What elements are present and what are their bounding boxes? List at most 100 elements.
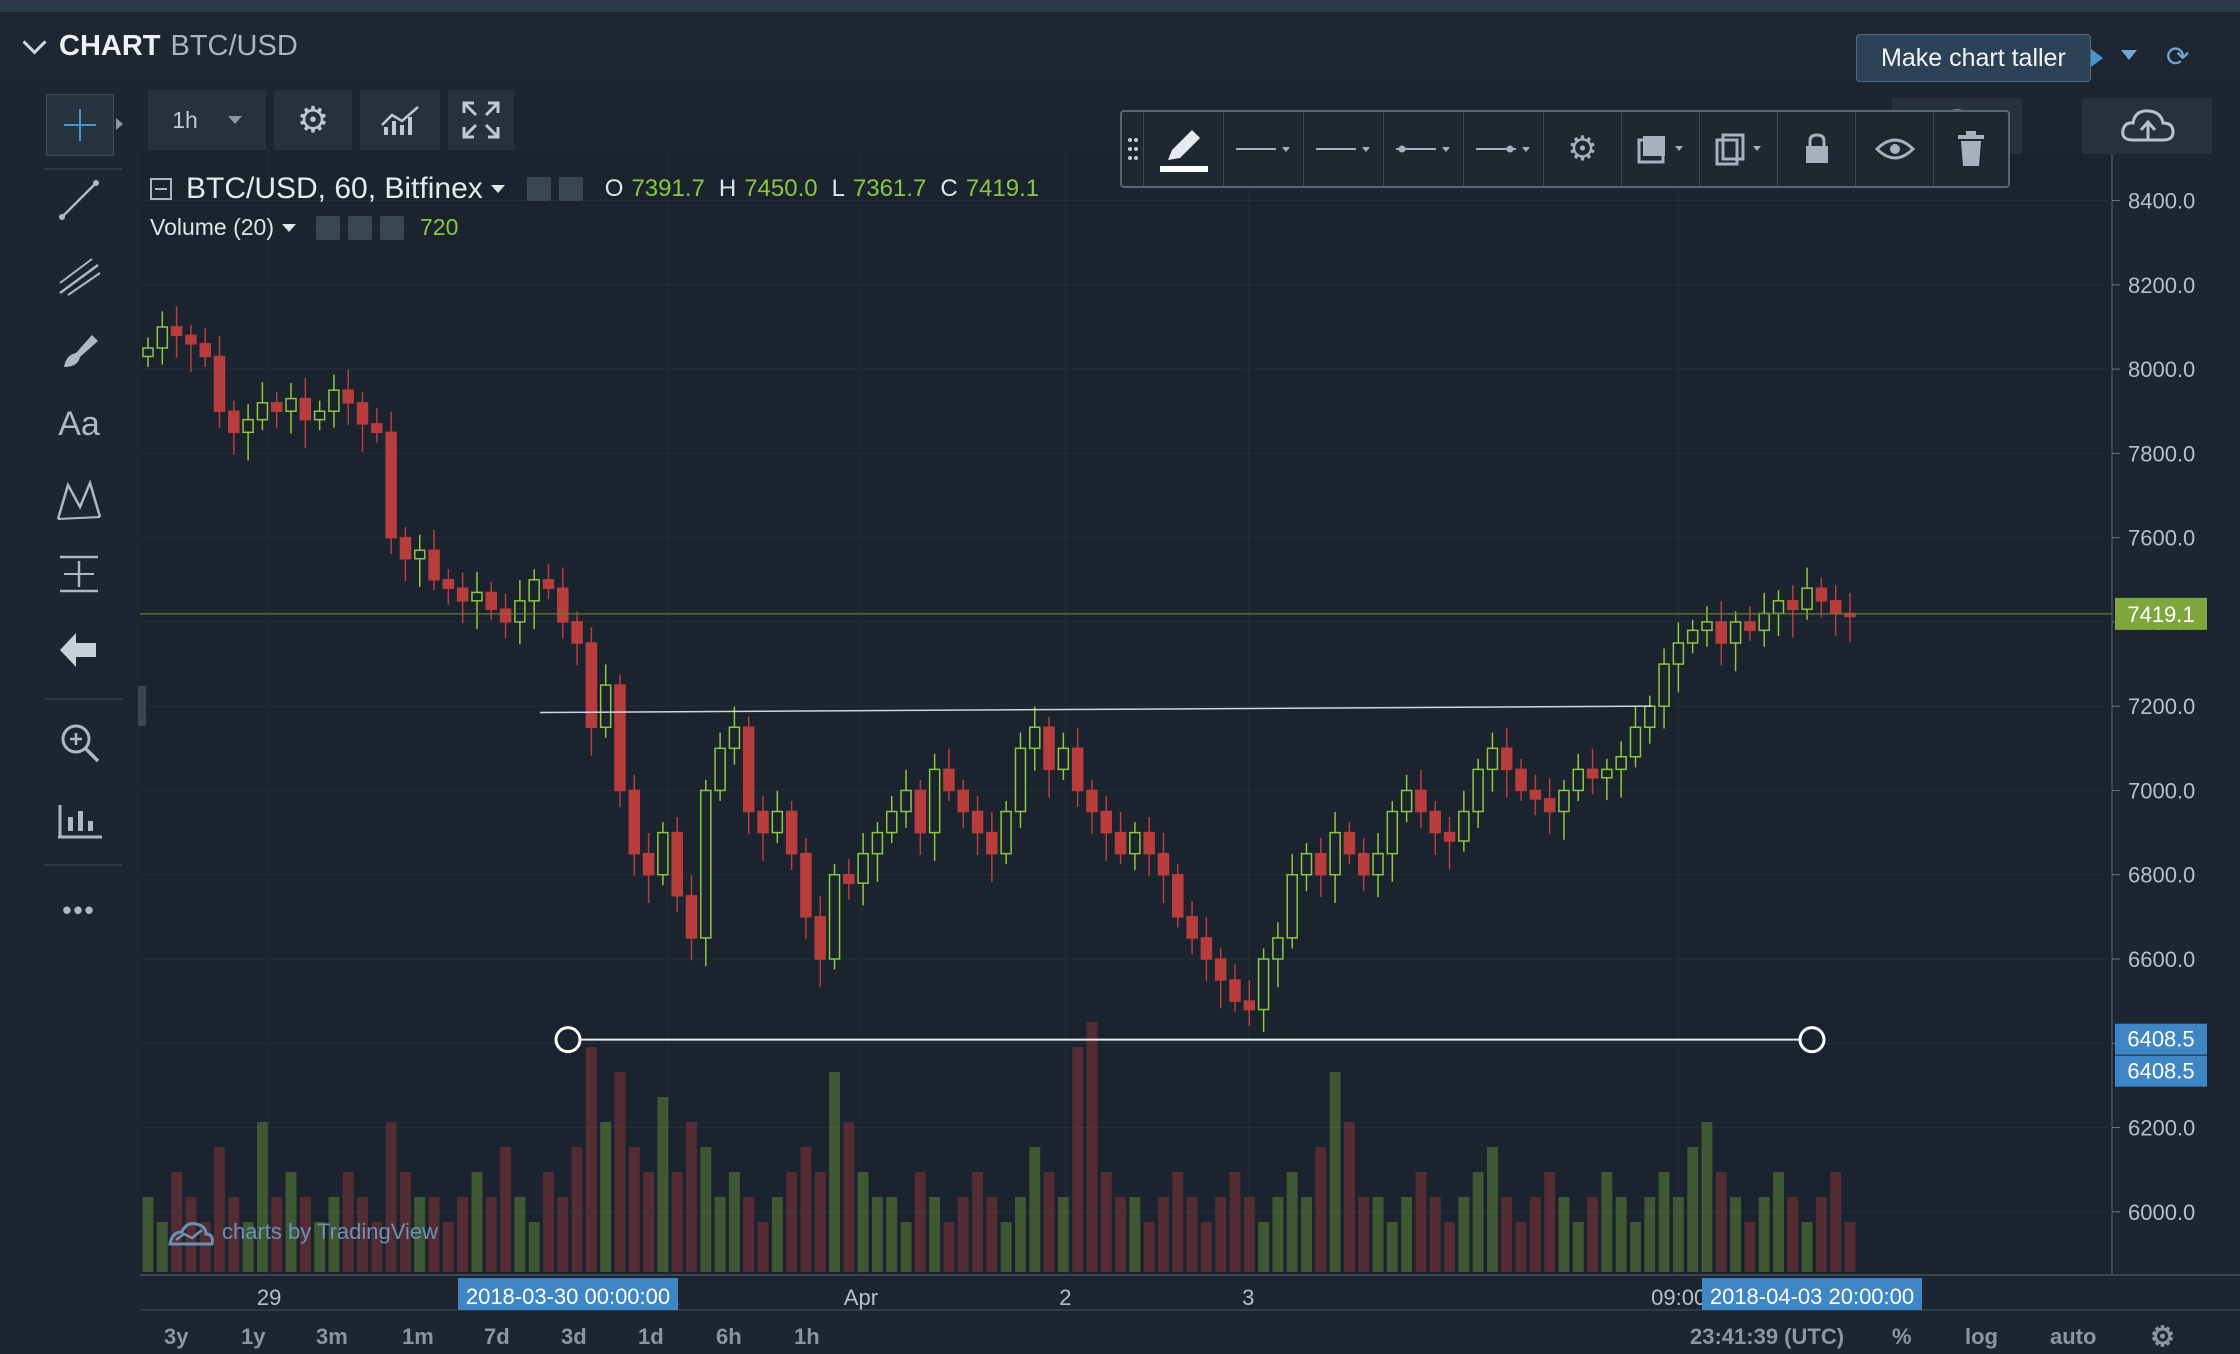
right-end-dropdown[interactable] — [1464, 112, 1544, 186]
candle-body — [542, 579, 555, 589]
range-1h[interactable]: 1h — [794, 1324, 820, 1349]
volume-bar — [1572, 1222, 1584, 1272]
candle-body — [1157, 852, 1170, 876]
candle-body — [499, 608, 512, 623]
close-value: 7419.1 — [965, 175, 1040, 202]
candle-body — [1186, 916, 1198, 939]
brush-icon[interactable] — [46, 320, 112, 380]
line-color-button[interactable] — [1144, 112, 1224, 186]
range-1m[interactable]: 1m — [402, 1324, 434, 1349]
volume-bar — [1844, 1222, 1856, 1272]
drawing-settings-icon[interactable]: ⚙ — [1544, 112, 1622, 186]
volume-bar — [1701, 1122, 1713, 1272]
utc-clock[interactable]: 23:41:39 (UTC) — [1690, 1324, 1845, 1349]
visual-order-dropdown[interactable] — [1622, 112, 1700, 186]
candle-body — [714, 747, 726, 792]
range-3d[interactable]: 3d — [561, 1324, 587, 1349]
candle-body — [599, 684, 612, 728]
measure-icon[interactable] — [46, 544, 112, 604]
candle-body — [199, 343, 211, 358]
line-width-dropdown[interactable] — [1224, 112, 1304, 186]
ruler-icon[interactable] — [46, 790, 112, 850]
candle-body — [1644, 705, 1656, 728]
volume-bar — [1115, 1197, 1127, 1272]
volume-bar — [256, 1122, 268, 1272]
zoom-icon[interactable] — [46, 712, 112, 772]
volume-bar — [1243, 1197, 1255, 1272]
range-3m[interactable]: 3m — [316, 1324, 348, 1349]
range-3y[interactable]: 3y — [164, 1324, 189, 1349]
cloud-upload-button[interactable] — [2082, 98, 2212, 154]
panel-menu-caret-icon[interactable] — [2121, 50, 2137, 60]
gear-icon: ⚙ — [296, 99, 330, 140]
pattern-icon[interactable] — [46, 470, 112, 530]
y-tick-label: 8400.0 — [2128, 189, 2195, 214]
volume-bar — [1258, 1222, 1270, 1272]
log-toggle[interactable]: log — [1965, 1324, 1998, 1349]
series-title[interactable]: BTC/USD, 60, Bitfinex — [186, 172, 483, 205]
series-menu-caret-icon[interactable] — [490, 185, 505, 193]
volume-bar — [1601, 1172, 1613, 1272]
volume-settings-icon[interactable] — [348, 215, 373, 240]
candle-body — [785, 810, 798, 855]
trend-line-icon[interactable] — [46, 170, 112, 230]
candle-body — [213, 355, 226, 412]
refresh-icon[interactable]: ⟳ — [2166, 41, 2190, 72]
collapse-legend-icon[interactable] — [150, 178, 172, 200]
chart-settings-gear-icon[interactable]: ⚙ — [2150, 1321, 2176, 1352]
range-6h[interactable]: 6h — [716, 1324, 742, 1349]
candle-body — [900, 789, 912, 813]
crosshair-icon[interactable] — [46, 94, 114, 156]
series-visibility-icon[interactable] — [526, 177, 551, 201]
volume-bar — [1043, 1172, 1055, 1272]
volume-bar — [1787, 1197, 1799, 1272]
volume-bar — [1501, 1197, 1513, 1272]
collapse-chevron-icon[interactable] — [22, 30, 47, 55]
volume-bar — [400, 1172, 411, 1272]
candle-body — [885, 810, 898, 834]
candle-body — [1243, 1000, 1256, 1011]
volume-bar — [1815, 1197, 1827, 1272]
tradingview-watermark[interactable]: charts by TradingView — [168, 1218, 438, 1246]
pitchfork-icon[interactable] — [46, 244, 112, 304]
volume-title[interactable]: Volume (20) — [150, 214, 275, 240]
range-1d[interactable]: 1d — [638, 1324, 664, 1349]
series-settings-icon[interactable] — [558, 177, 583, 201]
volume-bar — [371, 1222, 383, 1272]
volume-bar — [671, 1172, 683, 1272]
fullscreen-button[interactable] — [448, 90, 514, 150]
low-value: 7361.7 — [852, 175, 927, 202]
indicators-button[interactable] — [360, 90, 440, 150]
volume-remove-icon[interactable] — [380, 215, 405, 240]
left-end-dropdown[interactable] — [1384, 112, 1464, 186]
panel-title[interactable]: CHART BTC/USD — [22, 30, 298, 63]
cloud-upload-icon — [2121, 109, 2175, 142]
volume-bar — [1758, 1197, 1770, 1272]
settings-button[interactable]: ⚙ — [274, 90, 352, 150]
trash-icon[interactable] — [1934, 112, 2008, 186]
x-tick-label: Apr — [844, 1285, 878, 1310]
volume-bar — [686, 1122, 697, 1272]
volume-menu-caret-icon[interactable] — [282, 223, 297, 232]
clone-dropdown[interactable] — [1700, 112, 1778, 186]
volume-visibility-icon[interactable] — [316, 215, 341, 240]
volume-bar — [414, 1197, 426, 1272]
volume-bar — [657, 1097, 669, 1272]
range-7d[interactable]: 7d — [484, 1324, 510, 1349]
auto-toggle[interactable]: auto — [2050, 1324, 2097, 1349]
text-tool-icon[interactable]: Aa — [58, 404, 100, 443]
lock-icon[interactable] — [1778, 112, 1856, 186]
candle-body — [1601, 768, 1613, 779]
line-style-dropdown[interactable] — [1304, 112, 1384, 186]
visibility-eye-icon[interactable] — [1856, 112, 1934, 186]
tool-expand-arrow-icon[interactable] — [116, 118, 123, 130]
interval-dropdown[interactable]: 1h — [148, 90, 266, 150]
more-icon[interactable]: ••• — [62, 894, 96, 925]
percent-toggle[interactable]: % — [1892, 1324, 1912, 1349]
back-arrow-icon[interactable] — [46, 620, 112, 680]
volume-bar — [1415, 1172, 1427, 1272]
range-1y[interactable]: 1y — [241, 1324, 266, 1349]
candle-body — [1558, 789, 1570, 813]
drag-handle-icon[interactable] — [1122, 112, 1144, 186]
